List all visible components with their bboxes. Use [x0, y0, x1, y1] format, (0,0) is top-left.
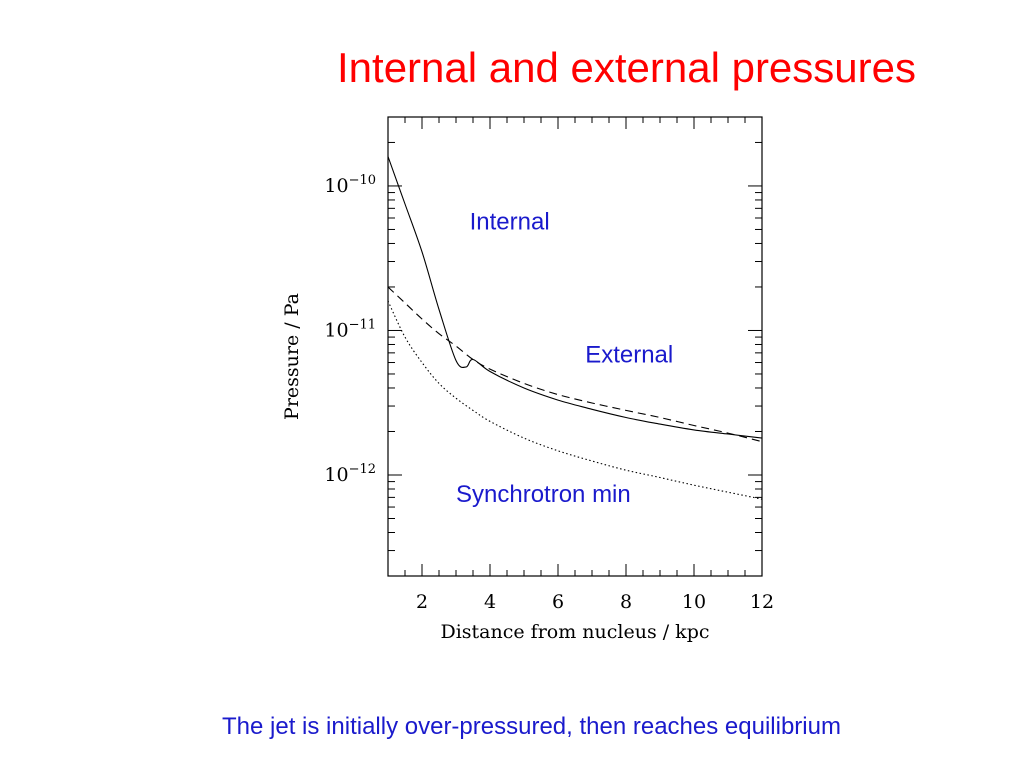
axis-ticks [387, 116, 763, 577]
x-tick-label: 12 [750, 591, 774, 613]
y-axis-label: Pressure / Pa [281, 293, 303, 420]
series-layer [387, 156, 763, 500]
plot-frame [387, 116, 763, 577]
y-tick-labels: 10−10 10−11 10−12 [324, 173, 376, 486]
x-tick-label: 2 [416, 591, 428, 613]
y-tick-label: 10−11 [324, 317, 376, 341]
y-tick-label: 10−12 [324, 462, 376, 486]
x-tick-label: 6 [552, 591, 564, 613]
series-line-dashed [387, 286, 763, 443]
x-axis-label: Distance from nucleus / kpc [440, 621, 709, 643]
pressure-chart: 2 4 6 8 10 12 10−10 10−11 10−12 Distance from n… [281, 116, 774, 643]
series-line-solid [387, 156, 763, 439]
x-tick-labels: 2 4 6 8 10 12 [416, 591, 774, 613]
slide-title: Internal and external pressures [337, 44, 916, 91]
x-tick-label: 8 [620, 591, 632, 613]
annotation-label: External [585, 342, 673, 369]
x-tick-label: 10 [682, 591, 706, 613]
annotations: Internal External Synchrotron min [456, 208, 673, 508]
x-tick-label: 4 [484, 591, 496, 613]
annotation-label: Internal [470, 208, 550, 235]
slide-caption: The jet is initially over-pressured, the… [222, 713, 841, 740]
y-tick-label: 10−10 [324, 173, 376, 197]
annotation-label: Synchrotron min [456, 481, 631, 508]
series-line-dotted [387, 300, 763, 500]
